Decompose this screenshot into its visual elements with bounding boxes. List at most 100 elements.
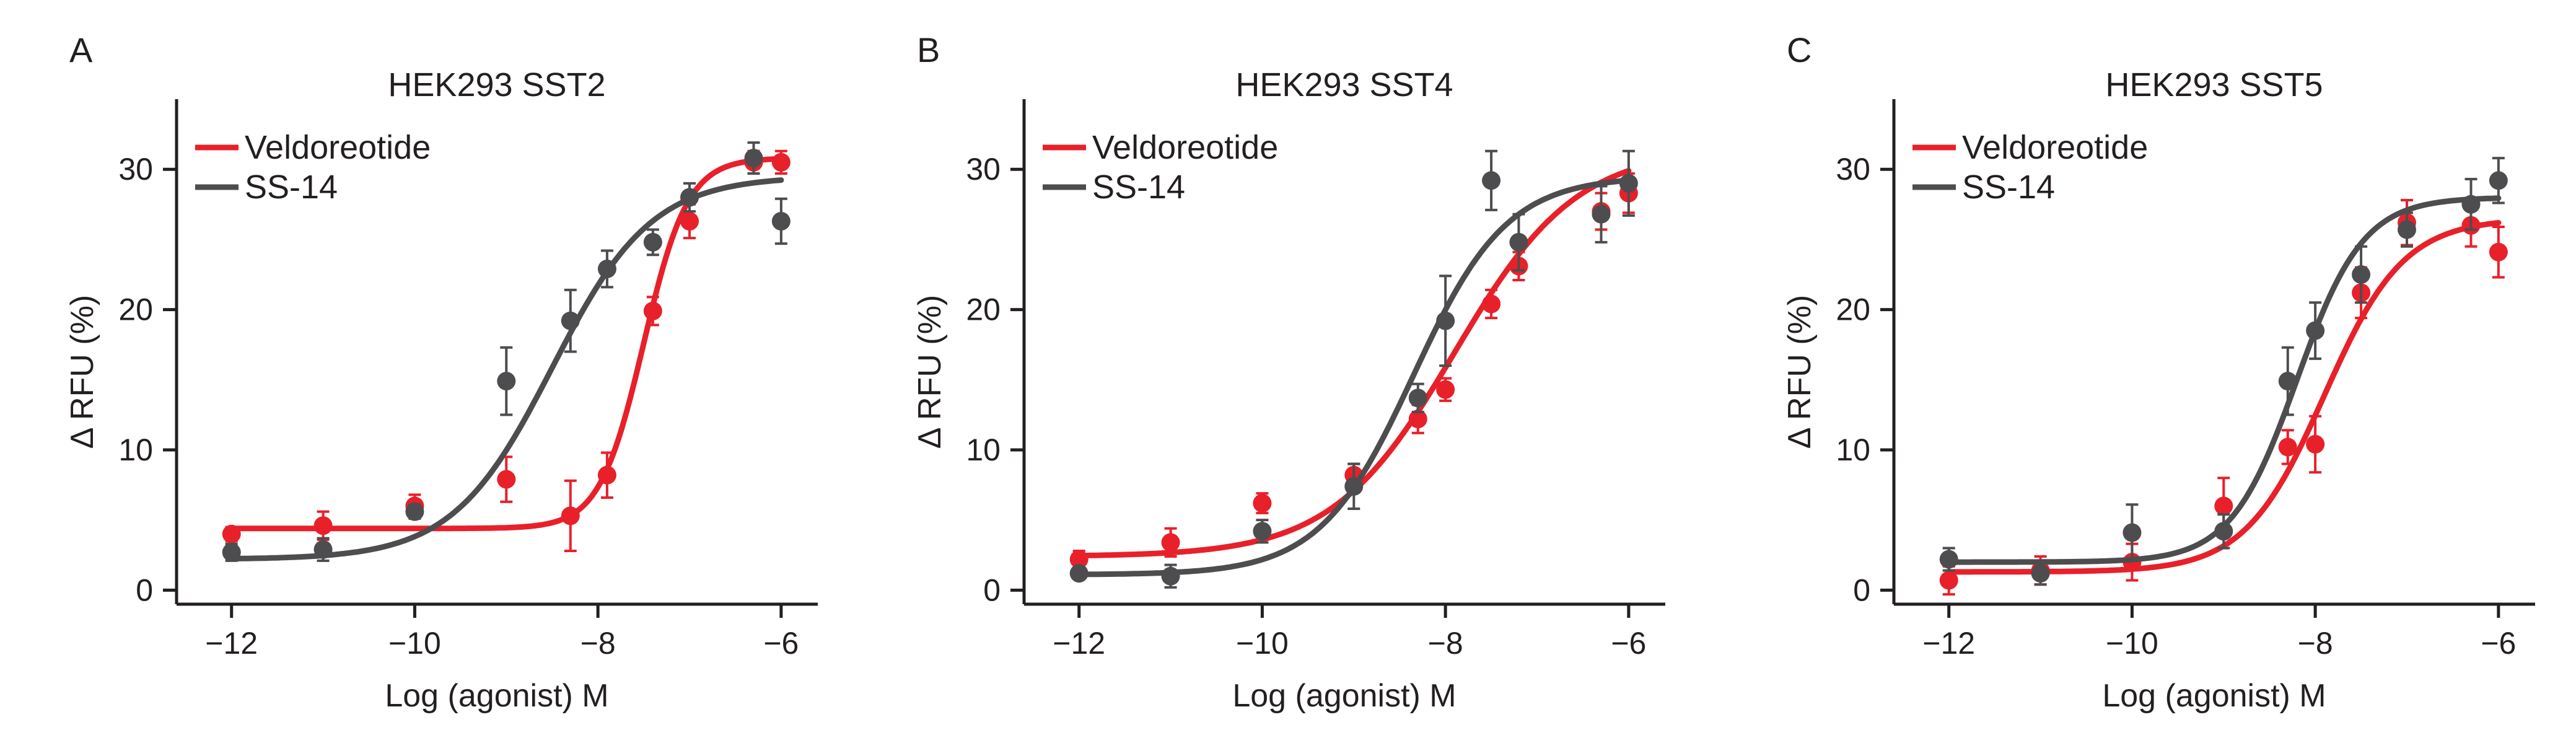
data-point-ss14 [680, 188, 699, 207]
data-point-ss14 [1619, 174, 1638, 193]
data-point-ss14 [313, 540, 333, 559]
data-point-veldoreotide [597, 465, 616, 485]
x-axis-label: Log (agonist) M [2102, 678, 2326, 714]
y-tick-label: 20 [1836, 292, 1870, 327]
panel-letter: C [1787, 30, 1812, 69]
data-point-veldoreotide [680, 211, 699, 231]
y-tick-label: 30 [118, 152, 153, 187]
y-tick-label: 10 [966, 433, 1001, 467]
data-point-ss14 [1253, 522, 1272, 541]
data-point-ss14 [2306, 321, 2325, 340]
data-point-ss14 [597, 259, 616, 278]
data-point-veldoreotide [561, 506, 580, 525]
x-axis-label: Log (agonist) M [385, 678, 608, 714]
y-axis-label: Δ RFU (%) [64, 295, 100, 449]
data-point-ss14 [2352, 265, 2371, 284]
legend-label-veldoreotide: Veldoreotide [1092, 129, 1278, 166]
panel-letter: B [917, 30, 940, 69]
data-point-ss14 [1482, 171, 1501, 190]
y-tick-label: 0 [136, 573, 153, 607]
data-point-ss14 [2461, 195, 2481, 214]
legend-label-ss14: SS-14 [1962, 169, 2055, 206]
legend-label-ss14: SS-14 [245, 169, 338, 206]
data-point-ss14 [2489, 171, 2508, 190]
y-tick-label: 10 [118, 433, 153, 467]
data-point-veldoreotide [2214, 496, 2233, 516]
data-point-ss14 [643, 232, 662, 252]
data-point-veldoreotide [2278, 437, 2297, 457]
x-tick-label: −12 [1922, 626, 1975, 661]
data-point-veldoreotide [1069, 550, 1089, 569]
legend: Veldoreotide SS-14 [195, 129, 431, 206]
data-point-veldoreotide [771, 152, 791, 172]
x-tick-label: −10 [1236, 626, 1289, 661]
data-point-ss14 [2398, 220, 2416, 239]
y-axis-label: Δ RFU (%) [1782, 295, 1818, 449]
x-tick-label: −12 [1053, 626, 1105, 661]
panel-title: HEK293 SST2 [388, 66, 605, 103]
panel-b: B HEK293 SST4 −12 −10 −8 −6 0 10 20 30 Log (ago… [912, 30, 1665, 714]
data-point-veldoreotide [1161, 533, 1180, 552]
legend-label-veldoreotide: Veldoreotide [245, 129, 431, 166]
legend-label-ss14: SS-14 [1092, 169, 1185, 206]
y-tick-label: 0 [983, 573, 1001, 607]
data-point-ss14 [2123, 523, 2142, 542]
data-point-ss14 [1436, 311, 1455, 330]
fit-curve-ss14 [1076, 177, 1632, 578]
data-point-veldoreotide [497, 470, 516, 489]
data-point-ss14 [744, 149, 763, 168]
data-point-veldoreotide [1408, 410, 1427, 429]
y-tick-label: 30 [966, 152, 1001, 187]
data-point-ss14 [771, 211, 791, 231]
data-point-ss14 [1408, 389, 1427, 408]
x-tick-label: −10 [2106, 626, 2158, 661]
legend: Veldoreotide SS-14 [1912, 129, 2148, 206]
panel-a: A HEK293 SST2 −12 −10 −8 −6 0 10 20 30 Log (ago… [64, 30, 818, 714]
x-tick-label: −8 [580, 626, 616, 661]
data-point-ss14 [561, 311, 580, 330]
data-point-veldoreotide [1253, 494, 1272, 512]
x-tick-label: −6 [1611, 626, 1646, 661]
data-point-ss14 [2031, 564, 2050, 583]
y-tick-label: 10 [1836, 433, 1870, 467]
x-tick-label: −8 [1428, 626, 1463, 661]
x-tick-label: −10 [388, 626, 441, 661]
data-point-ss14 [1069, 564, 1089, 583]
y-tick-label: 0 [1853, 573, 1870, 607]
data-point-veldoreotide [2489, 242, 2508, 262]
data-point-veldoreotide [1939, 571, 1958, 590]
data-point-veldoreotide [2306, 434, 2325, 454]
data-point-veldoreotide [222, 524, 241, 543]
data-point-ss14 [497, 372, 516, 391]
x-tick-label: −12 [205, 626, 258, 661]
data-point-veldoreotide [313, 516, 333, 535]
y-tick-label: 20 [118, 292, 153, 327]
data-point-ss14 [1592, 204, 1611, 224]
x-axis-label: Log (agonist) M [1232, 678, 1456, 714]
plot-area: −12 −10 −8 −6 0 10 20 30 [1836, 99, 2535, 661]
legend: Veldoreotide SS-14 [1043, 129, 1278, 206]
data-point-ss14 [405, 502, 424, 521]
x-tick-label: −6 [763, 626, 799, 661]
panel-c: C HEK293 SST5 −12 −10 −8 −6 0 10 20 30 Log (ago… [1782, 30, 2535, 714]
panel-title: HEK293 SST5 [2105, 66, 2323, 103]
data-point-ss14 [2214, 522, 2233, 541]
data-point-veldoreotide [643, 301, 662, 320]
data-point-veldoreotide [1482, 294, 1501, 314]
panel-title: HEK293 SST4 [1235, 66, 1453, 103]
panel-letter: A [69, 30, 93, 69]
x-tick-label: −8 [2298, 626, 2333, 661]
data-point-ss14 [2278, 372, 2297, 391]
data-point-ss14 [1509, 232, 1528, 252]
y-tick-label: 20 [966, 292, 1001, 327]
data-point-ss14 [222, 543, 241, 562]
data-point-ss14 [1939, 550, 1958, 569]
plot-area: −12 −10 −8 −6 0 10 20 30 [966, 99, 1665, 661]
plot-area: −12 −10 −8 −6 0 10 20 30 [118, 99, 818, 661]
legend-label-veldoreotide: Veldoreotide [1962, 129, 2148, 166]
x-tick-label: −6 [2481, 626, 2516, 661]
data-point-veldoreotide [1436, 380, 1455, 399]
y-tick-label: 30 [1836, 152, 1870, 187]
y-axis-label: Δ RFU (%) [912, 295, 948, 449]
